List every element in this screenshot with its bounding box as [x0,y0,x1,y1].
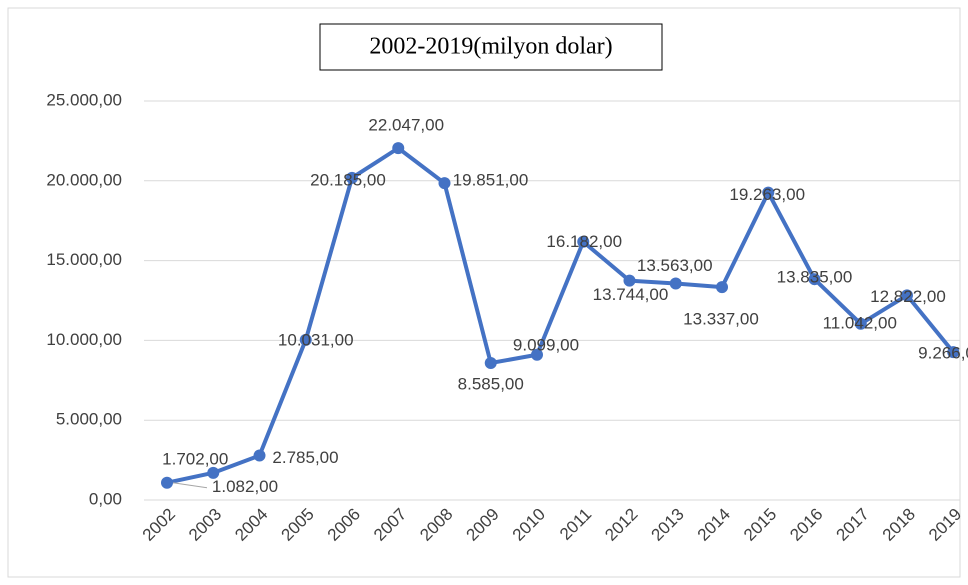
data-point [577,235,590,248]
y-tick-label: 20.000,00 [46,170,122,189]
data-label: 20.185,00 [310,170,386,189]
y-tick-label: 10.000,00 [46,330,122,349]
data-point [669,277,682,290]
data-label: 22.047,00 [368,116,444,135]
data-label: 13.337,00 [683,310,759,329]
data-point [808,273,821,286]
data-label: 1.702,00 [162,449,228,468]
data-label: 19.263,00 [729,185,805,204]
data-label: 13.563,00 [637,256,713,275]
data-point [762,186,775,199]
chart-frame [7,7,961,578]
data-point [531,348,543,361]
data-point [207,466,220,479]
title-box [319,23,663,71]
data-point [392,142,405,155]
data-label: 10.031,00 [278,330,354,349]
data-label: 13.835,00 [777,268,853,287]
data-label: 19.851,00 [453,171,529,190]
data-point [716,281,728,294]
y-tick-label: 0,00 [89,489,122,508]
data-point [299,333,312,346]
y-tick-label: 5.000,00 [56,410,122,429]
data-label: 16.182,00 [546,232,622,251]
data-point [901,289,913,302]
leader-line [172,482,208,489]
data-label: 1.082,00 [212,477,278,496]
data-point [346,171,358,184]
data-point [484,356,497,369]
data-label: 11.042,00 [823,313,897,332]
data-line [166,146,955,485]
data-point [253,449,266,462]
y-tick-label: 15.000,00 [46,250,122,269]
chart-title: 2002-2019(milyon dolar) [369,34,612,60]
data-label: 9.099,00 [513,335,579,354]
y-tick-label: 25.000,00 [46,90,122,109]
data-point [623,274,636,287]
data-point [438,177,451,190]
data-label: 2.785,00 [272,448,338,467]
data-label: 13.744,00 [593,285,669,304]
data-point [854,317,867,330]
data-point [161,476,173,489]
data-label: 9.266,00 [918,344,968,363]
data-point [947,346,960,359]
data-label: 8.585,00 [458,374,524,393]
data-label: 12.822,00 [870,287,946,306]
